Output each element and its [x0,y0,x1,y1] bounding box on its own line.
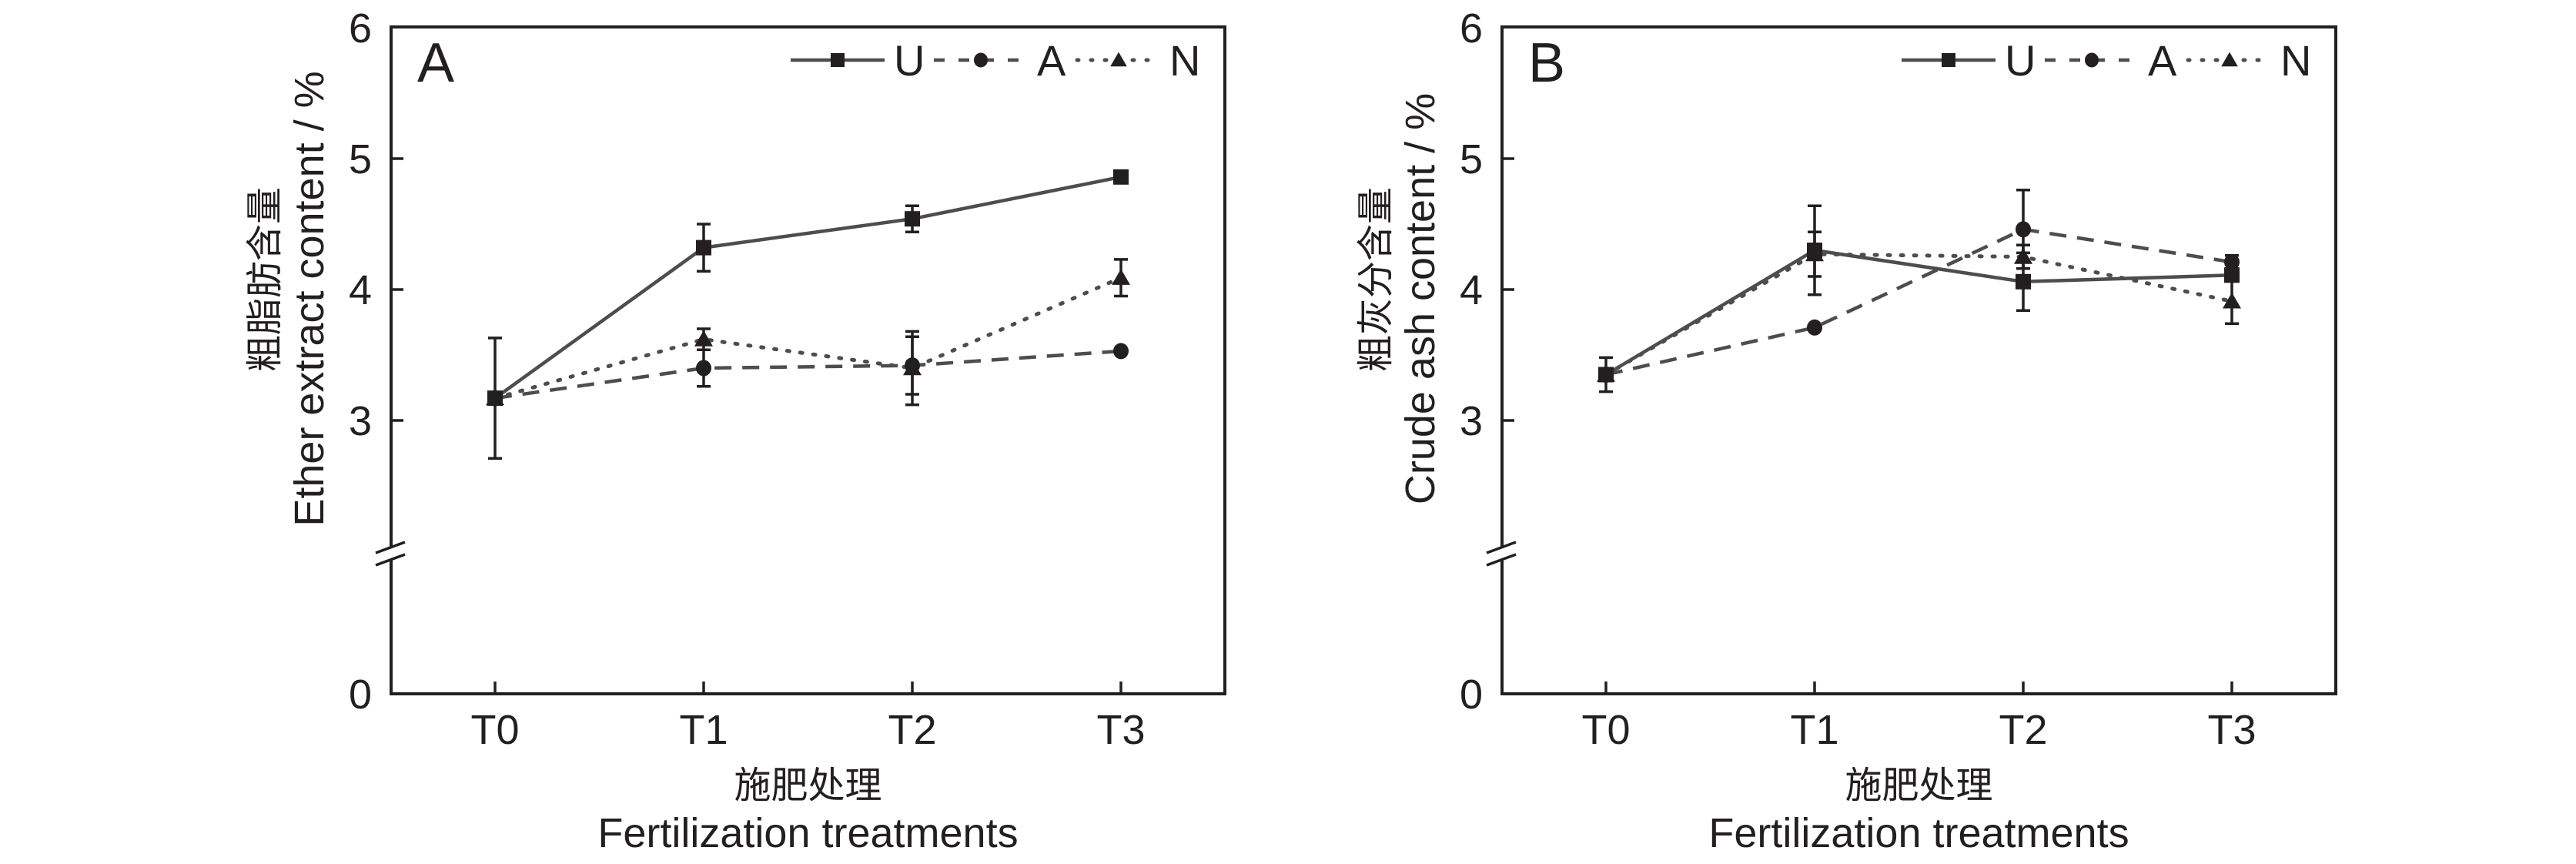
plot-frame [1500,25,2337,695]
legend-marker-U [831,53,845,67]
data-point-N [694,330,713,347]
y-tick-label: 4 [349,267,372,313]
data-point-U [696,239,711,256]
x-tick-label: T1 [1790,707,1838,753]
series-line-N [493,276,1123,400]
series-line-U [493,175,1122,400]
x-tick-label: T3 [2207,707,2256,753]
data-point-N [1805,245,1824,262]
y-axis-label: Ether extract content / % [286,71,333,526]
series-layer [486,169,1130,460]
data-point-U [1113,169,1129,185]
axis-break-mark [375,541,406,554]
legend-marker-A [974,52,988,68]
x-tick-label: T0 [470,707,519,753]
legend-label-U: U [894,36,925,85]
data-point-U [905,211,920,227]
legend-label-N: N [1169,36,1200,85]
axis-layer: 0 3 4 5 6 T0 T1 T2 T3 [349,5,1146,753]
y-axis-label-cn: 粗灰分含量 [1354,187,1397,372]
x-axis-label: Fertilization treatments [597,810,1018,856]
x-tick-label: T1 [679,707,728,753]
legend-marker-A [2085,52,2099,68]
series-line-N [1604,252,2234,377]
data-point-U [2224,267,2240,283]
legend-marker-N [1110,52,1127,67]
data-point-N [2223,292,2241,309]
y-tick-label: 5 [349,136,372,183]
data-point-A [1113,343,1129,360]
legend-marker-U [1942,53,1955,67]
y-tick-label: 3 [349,398,372,444]
axis-layer: 0 3 4 5 6 T0 T1 T2 T3 [1460,5,2257,753]
panel-label: B [1528,32,1565,94]
x-tick-label: T2 [1999,707,2047,753]
data-point-A [1807,319,1822,336]
series-line-U [1604,248,2233,377]
panel-a: 0 3 4 5 6 T0 T1 T2 T3 A U A N 粗脂肪含量 Ether extract … [243,5,1226,856]
y-tick-label: 0 [349,671,372,718]
legend-label-N: N [2280,36,2311,85]
axis-break-mark [1486,553,1517,567]
data-point-A [2224,253,2240,270]
x-axis-label-cn: 施肥处理 [1845,764,1992,807]
data-point-A [696,360,711,377]
data-point-N [2014,248,2032,264]
series-layer [1597,189,2241,393]
data-point-A [2016,221,2031,238]
panel-b: 0 3 4 5 6 T0 T1 T2 T3 B U A N 粗灰分含量 Crude ash cont… [1354,5,2337,856]
legend-label-A: A [2148,36,2177,85]
y-tick-label: 6 [1460,5,1483,52]
x-tick-label: T2 [888,707,936,753]
data-point-N [1112,269,1130,285]
x-axis-label: Fertilization treatments [1708,810,2129,856]
x-axis-label-cn: 施肥处理 [734,764,882,807]
x-tick-label: T0 [1581,707,1630,753]
axis-break-mark [375,553,406,567]
y-tick-label: 4 [1460,267,1483,313]
plot-frame [390,25,1226,695]
y-tick-label: 0 [1460,671,1483,718]
data-point-N [903,359,922,376]
x-tick-label: T3 [1096,707,1145,753]
legend-marker-N [2221,52,2238,67]
data-point-N [486,389,504,406]
y-axis-label: Crude ash content / % [1397,93,1444,504]
series-line-A [494,349,1122,400]
axis-break-mark [1486,541,1517,554]
data-point-U [2016,273,2031,290]
legend-label-U: U [2005,36,2036,85]
y-tick-label: 3 [1460,398,1483,444]
y-tick-label: 6 [349,5,372,52]
legend-label-A: A [1037,36,1066,85]
data-point-N [1597,366,1615,382]
y-tick-label: 5 [1460,136,1483,183]
panel-label: A [417,32,454,94]
y-axis-label-cn: 粗脂肪含量 [243,187,286,372]
